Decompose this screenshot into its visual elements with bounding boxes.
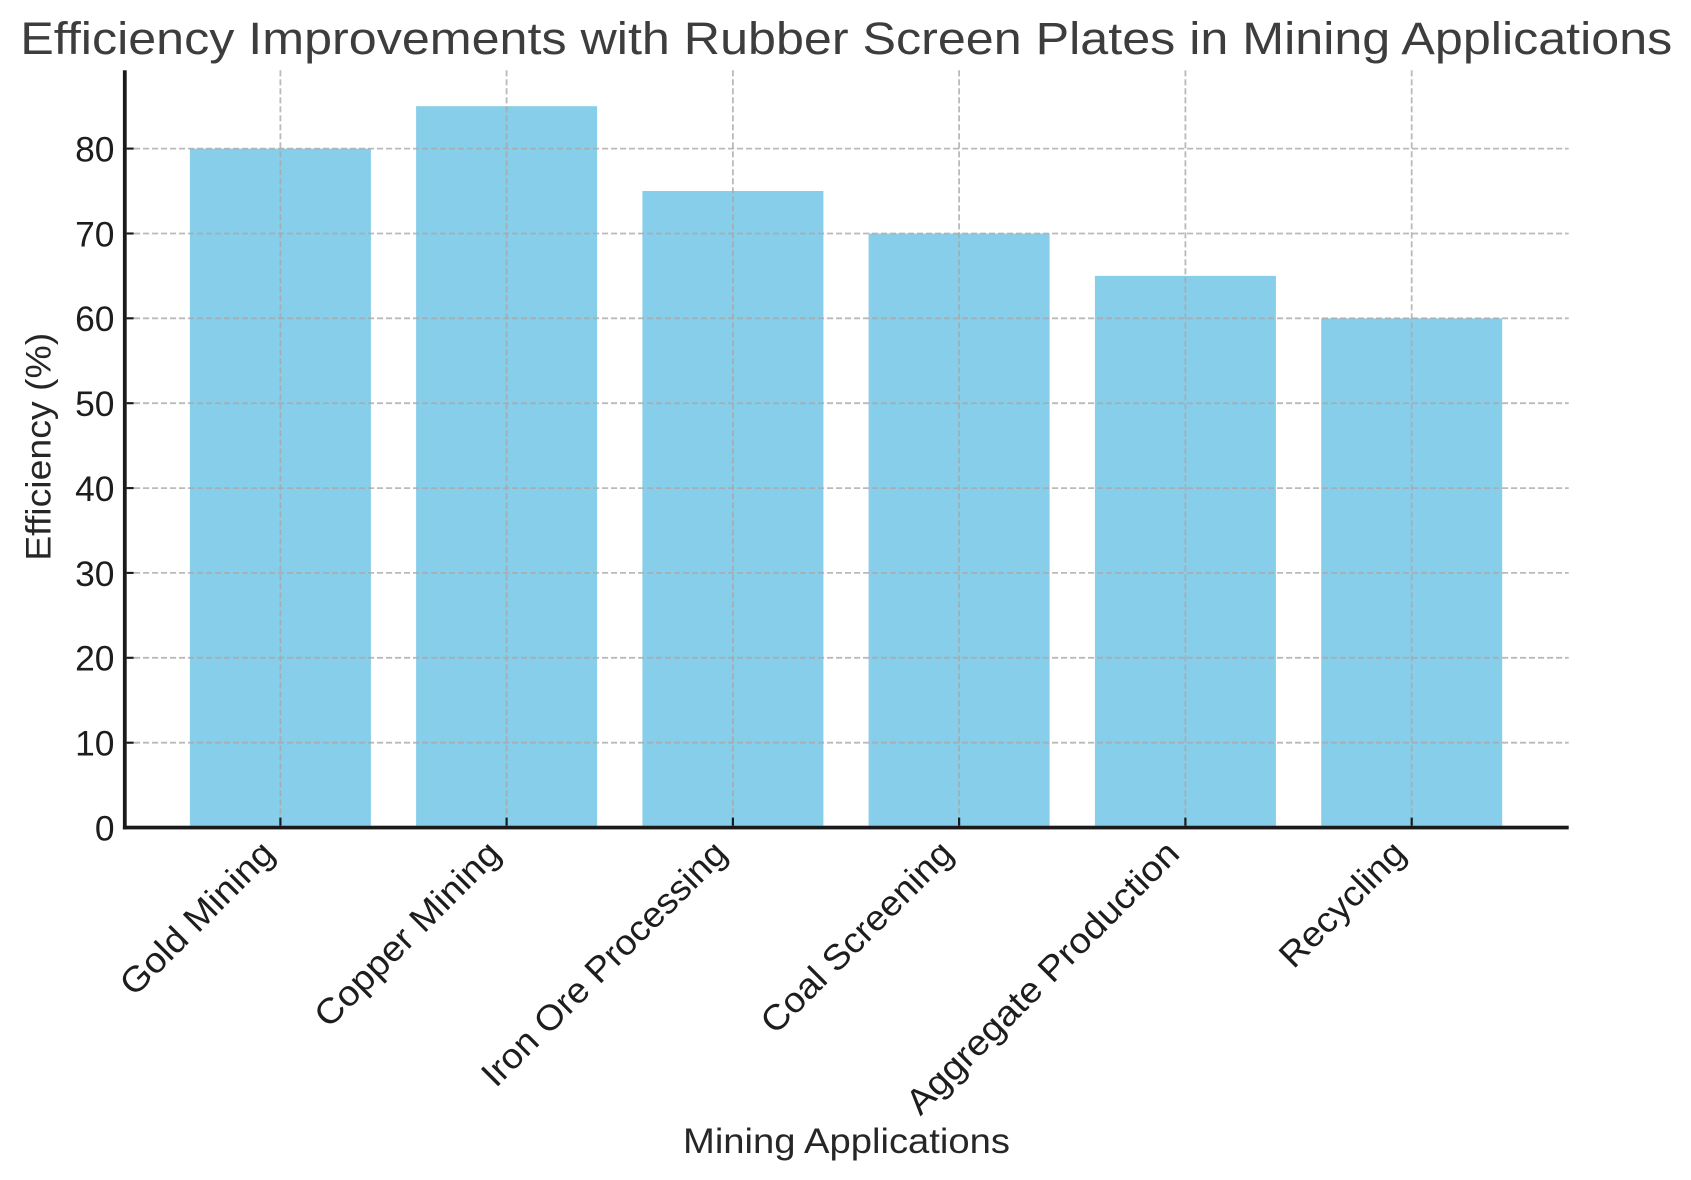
svg-text:Mining Applications: Mining Applications bbox=[683, 1122, 1010, 1161]
svg-text:60: 60 bbox=[75, 299, 114, 339]
svg-text:50: 50 bbox=[75, 384, 114, 424]
svg-text:70: 70 bbox=[75, 214, 114, 254]
svg-text:Efficiency (%): Efficiency (%) bbox=[20, 333, 59, 561]
svg-text:30: 30 bbox=[75, 554, 114, 594]
svg-text:20: 20 bbox=[75, 639, 114, 679]
svg-text:80: 80 bbox=[75, 130, 114, 170]
svg-text:10: 10 bbox=[75, 724, 114, 764]
svg-text:0: 0 bbox=[95, 808, 115, 848]
svg-text:Efficiency Improvements with R: Efficiency Improvements with Rubber Scre… bbox=[20, 13, 1672, 64]
svg-text:40: 40 bbox=[75, 469, 114, 509]
